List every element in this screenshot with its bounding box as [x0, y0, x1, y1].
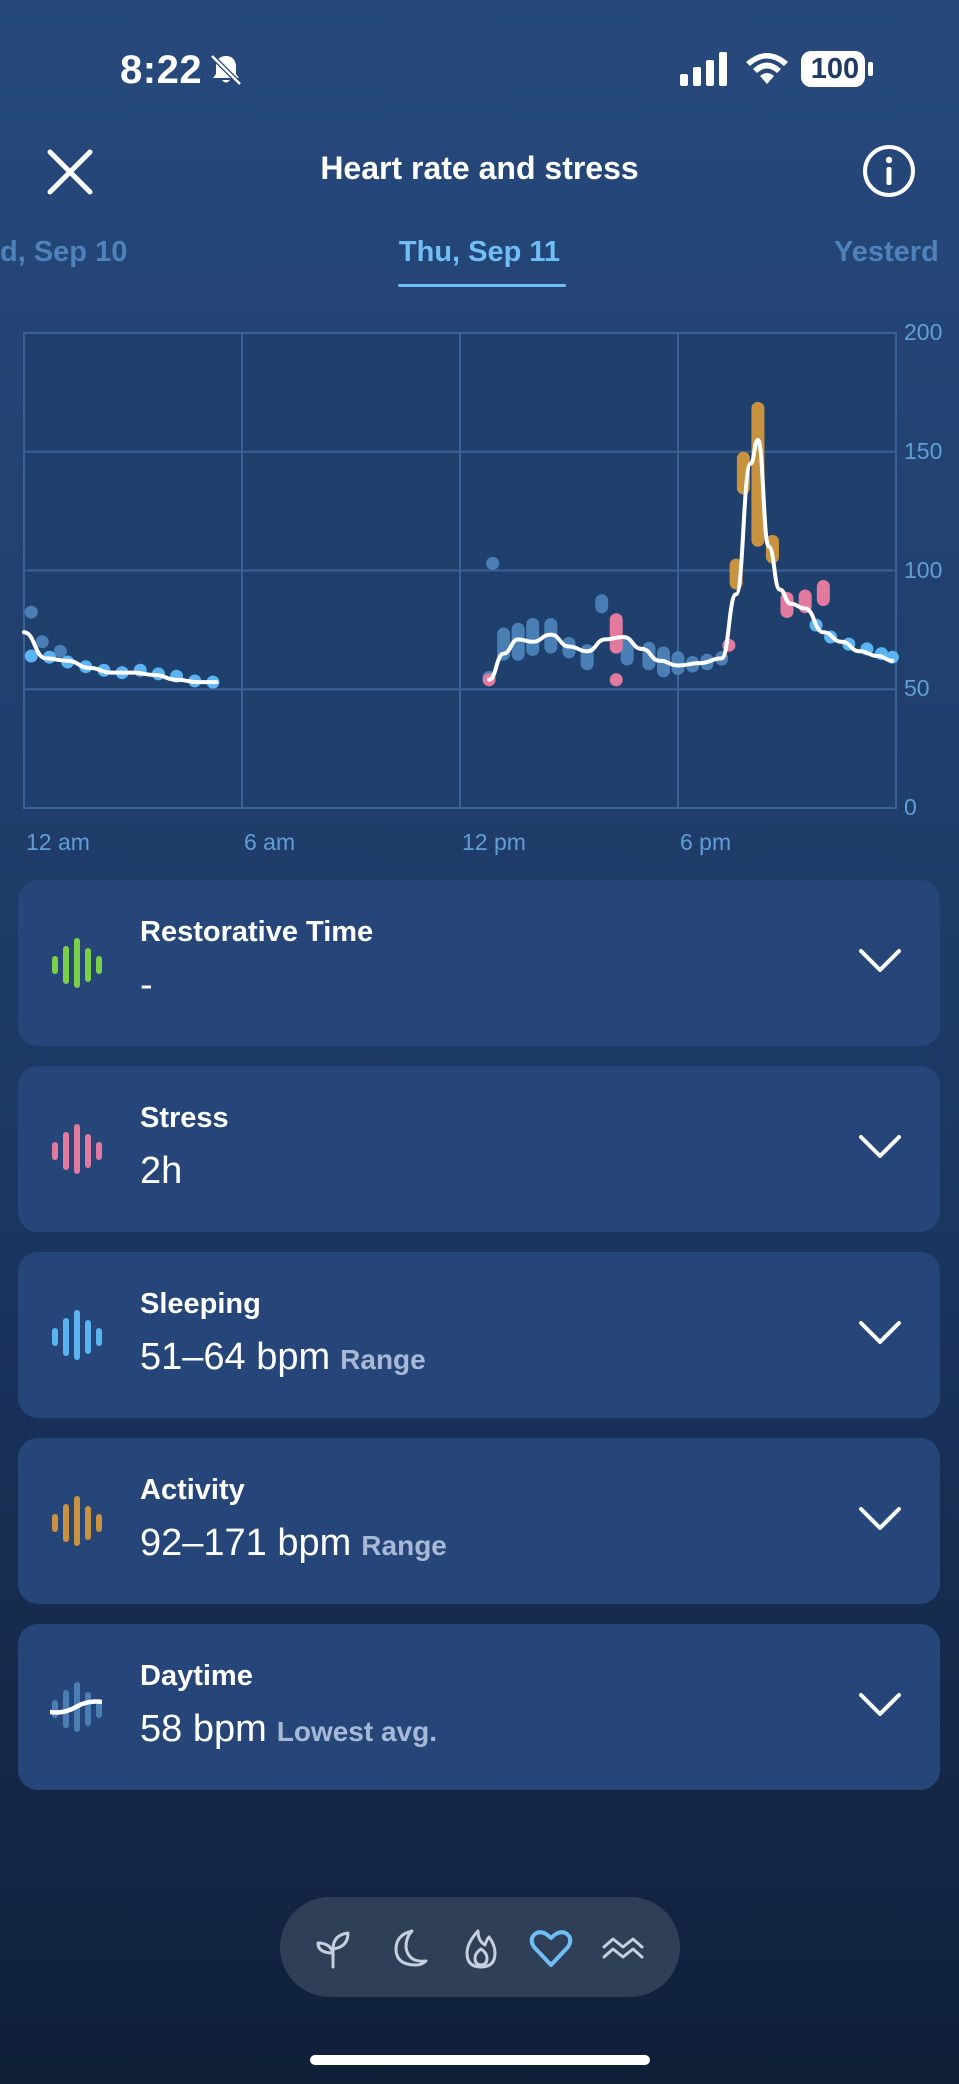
stress-bar: [609, 613, 623, 654]
status-bar: 8:22 100: [0, 0, 959, 140]
card-subtitle: Lowest avg.: [276, 1716, 438, 1747]
card-value: 51–64 bpm Range: [140, 1336, 426, 1379]
x-tick-label: 6 am: [244, 829, 296, 855]
card-value: 58 bpm Lowest avg.: [140, 1708, 437, 1751]
daytime-bar: [486, 556, 500, 570]
x-tick-label: 12 pm: [462, 829, 526, 855]
card-title: Stress: [140, 1102, 229, 1134]
y-tick-label: 50: [904, 675, 930, 702]
stress-bar: [816, 580, 830, 607]
y-tick-label: 0: [904, 794, 917, 820]
y-tick-label: 200: [904, 319, 943, 345]
card-sleeping[interactable]: Sleeping 51–64 bpm Range: [18, 1252, 940, 1418]
stress-bar: [609, 673, 623, 687]
tab-next-day[interactable]: Yesterd: [834, 236, 939, 268]
activity-bars-icon: [52, 1496, 102, 1546]
heart-icon[interactable]: [528, 1925, 574, 1971]
card-activity[interactable]: Activity 92–171 bpm Range: [18, 1438, 940, 1604]
card-value-text: 92–171 bpm: [140, 1522, 352, 1564]
chevron-down-icon[interactable]: [858, 1132, 902, 1162]
date-tabs: d, Sep 10 Thu, Sep 11 Yesterd: [0, 230, 959, 300]
battery-icon: [801, 51, 873, 87]
heart-rate-line: [487, 437, 895, 682]
sleep-bar: [24, 649, 38, 663]
bell-slash-icon: [210, 54, 242, 86]
activity-bar: [751, 401, 765, 547]
card-value: 92–171 bpm Range: [140, 1522, 447, 1565]
card-title: Restorative Time: [140, 916, 374, 948]
restorative-bars-icon: [52, 938, 102, 988]
sprout-icon[interactable]: [310, 1925, 356, 1971]
daytime-bar: [620, 637, 634, 666]
daytime-bar: [53, 644, 67, 658]
card-title: Daytime: [140, 1660, 253, 1692]
cellular-signal-icon: [680, 52, 727, 86]
daytime-bar: [511, 622, 525, 661]
y-tick-label: 150: [904, 437, 943, 464]
stress-bars-icon: [52, 1124, 102, 1174]
heart-rate-line: [22, 630, 219, 685]
close-icon[interactable]: [44, 146, 96, 198]
sleep-bars-icon: [52, 1310, 102, 1360]
waves-icon[interactable]: [600, 1925, 646, 1971]
card-daytime[interactable]: Daytime 58 bpm Lowest avg.: [18, 1624, 940, 1790]
info-icon[interactable]: [862, 144, 916, 198]
card-stress[interactable]: Stress 2h: [18, 1066, 940, 1232]
card-value-text: 2h: [140, 1150, 183, 1192]
card-restorative-time[interactable]: Restorative Time -: [18, 880, 940, 1046]
heart-rate-chart[interactable]: 0 50 100 150 200 12 am 6 am 12 pm 6 pm: [0, 315, 959, 855]
chevron-down-icon[interactable]: [858, 1318, 902, 1348]
daytime-bar: [595, 594, 609, 614]
daytime-wave-icon: [50, 1682, 102, 1732]
bottom-nav: [280, 1897, 680, 1997]
active-tab-indicator: [398, 284, 566, 287]
card-value: 2h: [140, 1150, 182, 1193]
status-time: 8:22: [120, 48, 203, 92]
page-title: Heart rate and stress: [320, 150, 639, 186]
card-title: Activity: [140, 1474, 245, 1506]
daytime-bar: [671, 651, 685, 675]
daytime-bar: [35, 635, 49, 649]
card-value-text: 58 bpm: [140, 1708, 267, 1750]
x-tick-label: 6 pm: [680, 829, 732, 855]
tab-current-day[interactable]: Thu, Sep 11: [398, 236, 561, 268]
chevron-down-icon[interactable]: [858, 946, 902, 976]
card-subtitle: Range: [361, 1530, 447, 1561]
chevron-down-icon[interactable]: [858, 1504, 902, 1534]
card-subtitle: Range: [340, 1344, 426, 1375]
x-tick-label: 12 am: [26, 829, 90, 855]
wifi-icon: [746, 53, 788, 84]
battery-level: 100: [810, 53, 860, 85]
heart-rate-chart-svg: [22, 332, 899, 809]
daytime-bar: [526, 618, 540, 656]
card-value: -: [140, 964, 153, 1007]
moon-icon[interactable]: [384, 1925, 430, 1971]
flame-icon[interactable]: [458, 1925, 504, 1971]
card-value-text: 51–64 bpm: [140, 1336, 331, 1378]
card-value-text: -: [140, 964, 153, 1006]
card-title: Sleeping: [140, 1288, 261, 1320]
chevron-down-icon[interactable]: [858, 1690, 902, 1720]
home-indicator[interactable]: [310, 2055, 650, 2065]
daytime-bar: [24, 605, 38, 619]
y-tick-label: 100: [904, 556, 943, 583]
tab-previous-day[interactable]: d, Sep 10: [0, 236, 128, 268]
